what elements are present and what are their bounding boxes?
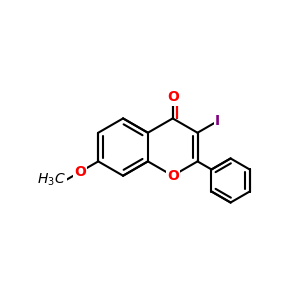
Text: $H_3C$: $H_3C$ [37,172,66,188]
Text: O: O [74,165,86,179]
Text: O: O [167,91,178,104]
Text: I: I [215,114,220,128]
Text: O: O [167,169,178,183]
